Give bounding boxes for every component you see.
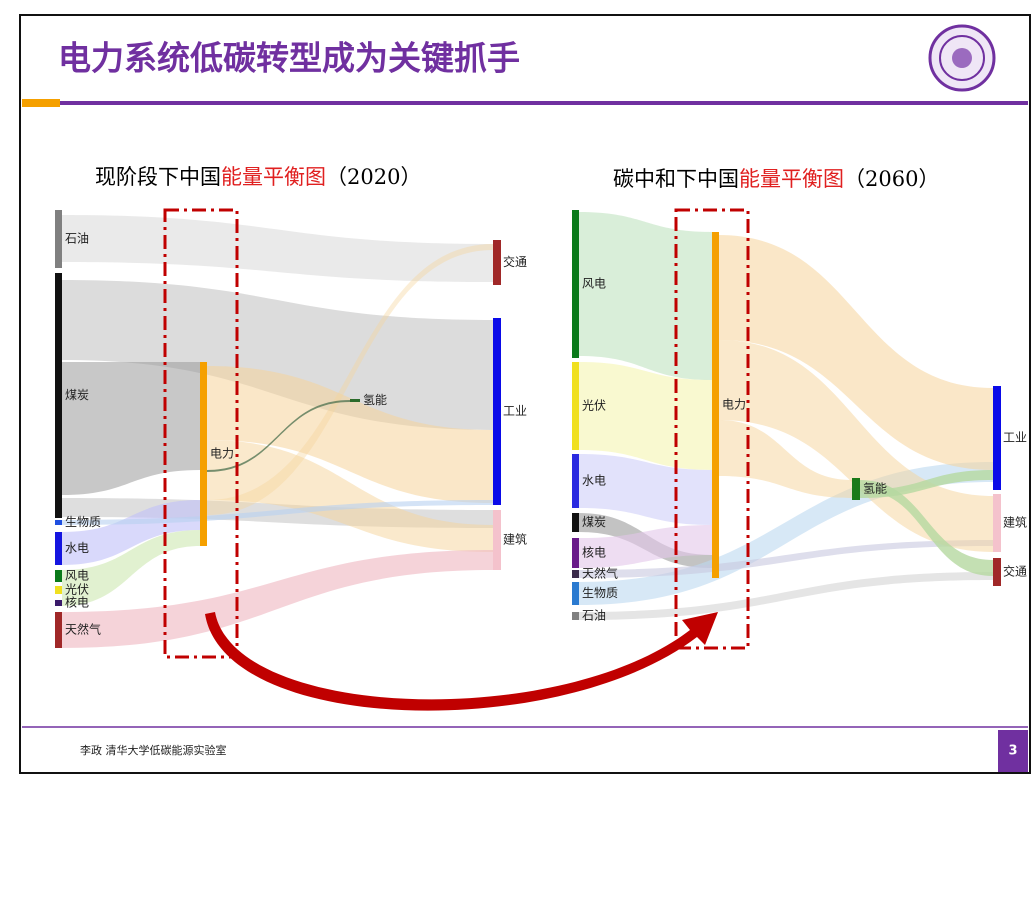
flow-band [579,362,712,470]
page-number: 3 [1008,744,1017,759]
node-label: 天然气 [582,566,618,581]
source-node [572,513,579,532]
title-highlight: 能量平衡图 [221,165,326,189]
flow-band [207,366,493,503]
source-node [55,586,62,594]
source-node [572,210,579,358]
node-label: 光伏 [65,583,89,597]
source-node [572,454,579,508]
node-label: 煤炭 [582,515,606,529]
sink-node [493,240,501,285]
source-node [55,612,62,648]
sink-node [993,494,1001,552]
node-label: 水电 [582,474,606,488]
sink-node [493,510,501,570]
flow-band [62,500,493,525]
logo [928,24,996,92]
node-label: 石油 [65,232,89,246]
title-rule [60,101,1028,105]
source-node [572,362,579,450]
flow-band [579,540,993,578]
node-label: 煤炭 [65,388,89,402]
node-label: 电力 [210,447,234,461]
footer-text: 李政 清华大学低碳能源实验室 [80,743,227,757]
flow-band [579,454,712,525]
flow-band [719,340,993,552]
source-node [55,532,62,565]
highlight-box [163,208,239,659]
node-label: 交通 [503,254,527,269]
node-label: 生物质 [582,586,618,600]
node-label: 生物质 [65,515,101,529]
source-node [55,210,62,268]
node-label: 天然气 [65,622,101,637]
flow-band [719,235,993,470]
flow-band [579,462,993,605]
sink-node [993,558,1001,586]
node-label: 工业 [1003,431,1027,445]
diagram-title: 碳中和下中国能量平衡图（2060） [613,167,939,192]
flow-band [719,420,852,498]
diagram-title: 现阶段下中国能量平衡图（2020） [95,165,421,190]
node-label: 建筑 [1003,515,1027,530]
title-year: （2020） [326,165,421,189]
nodes: 石油煤炭生物质水电风电光伏核电天然气电力氢能交通工业建筑风电光伏水电煤炭核电天然… [55,210,1027,648]
flow-band [207,244,493,515]
flow-band [860,480,993,576]
middle-node [712,232,719,578]
source-node [55,273,62,518]
title-year: （2060） [844,167,939,191]
slide-title: 电力系统低碳转型成为关键抓手 [58,39,520,78]
flow-band [579,212,712,380]
node-label: 建筑 [503,532,527,547]
flow-band [207,440,493,552]
node-label: 工业 [503,404,527,418]
flow-band [62,530,200,606]
title-text: 现阶段下中国 [95,165,221,189]
node-label: 风电 [582,277,606,291]
sink-node [493,318,501,505]
node-label: 氢能 [363,392,387,407]
highlight-box [674,208,750,650]
middle-node [852,478,860,500]
source-node [572,582,579,605]
flow-band [62,280,493,430]
flow-band [62,215,493,282]
node-label: 光伏 [582,399,606,413]
source-node [572,570,579,578]
title-highlight: 能量平衡图 [739,167,844,191]
flow-band [860,470,993,498]
node-label: 核电 [582,546,606,560]
node-label: 核电 [65,596,89,610]
source-node [55,570,62,582]
flow-band [62,550,493,648]
source-node [572,538,579,568]
transition-arrow [205,612,718,711]
node-label: 交通 [1003,564,1027,579]
middle-node [350,399,360,402]
title-text: 碳中和下中国 [613,167,739,191]
node-label: 石油 [582,609,606,623]
flow-band [579,525,712,568]
node-label: 风电 [65,569,89,583]
page-number-box [998,730,1028,772]
sink-node [993,386,1001,490]
source-node [55,600,62,606]
flow-band [579,572,993,620]
node-label: 氢能 [863,481,887,496]
source-node [572,612,579,620]
node-label: 电力 [722,398,746,412]
middle-node [200,362,207,546]
accent-bar [22,99,60,107]
source-node [55,520,62,525]
flow-band [207,400,350,472]
node-label: 水电 [65,541,89,555]
